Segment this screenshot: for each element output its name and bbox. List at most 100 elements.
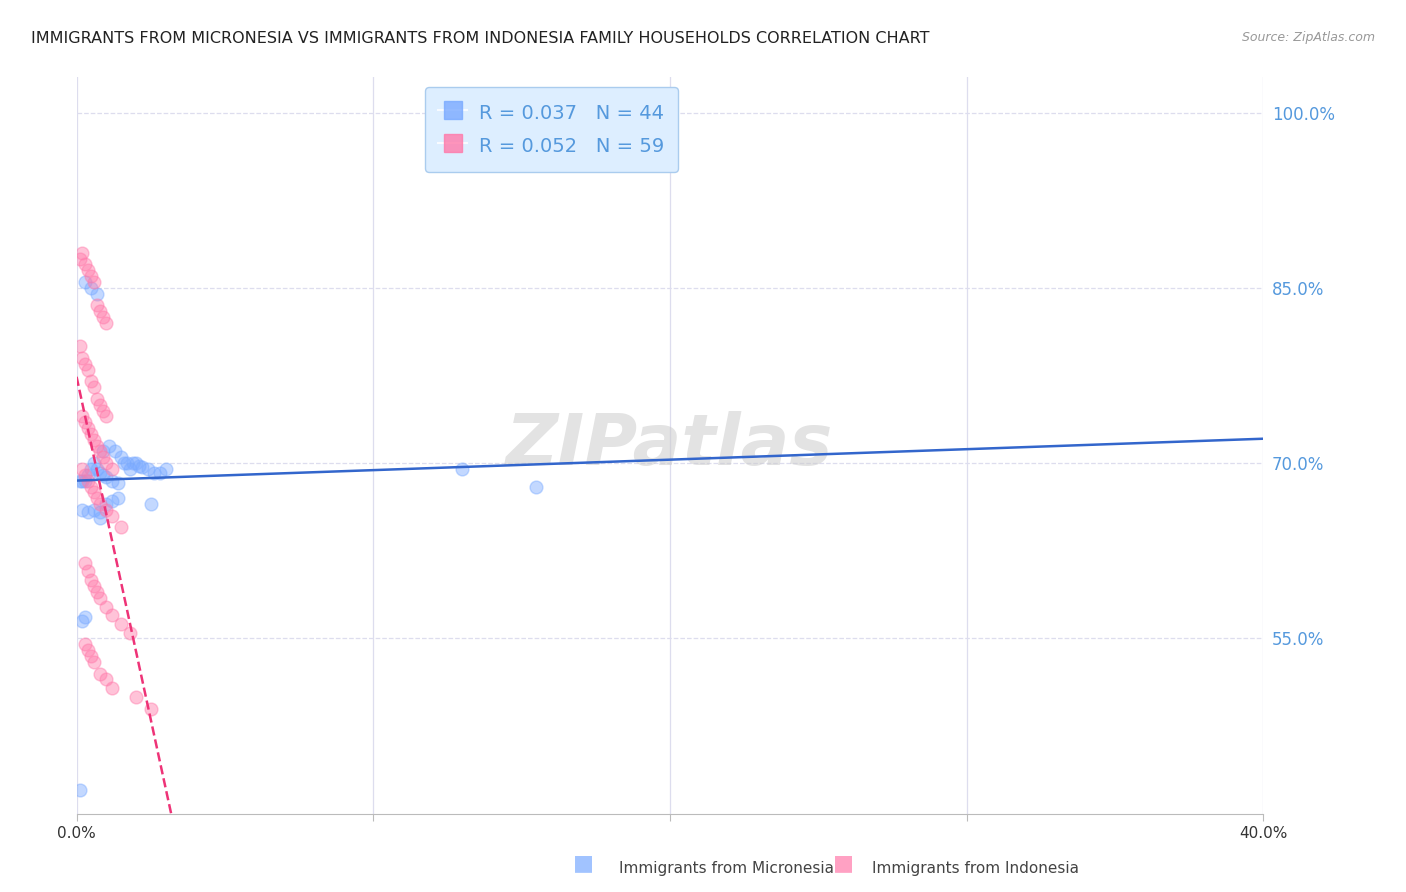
Point — [72, 614, 94, 628]
Point — [72, 503, 94, 517]
Point — [83, 579, 105, 593]
Point — [77, 474, 100, 488]
Point — [75, 415, 97, 429]
Point — [69, 474, 91, 488]
Point — [96, 409, 118, 424]
Text: Source: ZipAtlas.com: Source: ZipAtlas.com — [1241, 31, 1375, 45]
Point — [89, 591, 111, 605]
Point — [77, 564, 100, 578]
Point — [96, 316, 118, 330]
Point — [89, 666, 111, 681]
Point — [75, 275, 97, 289]
Point — [80, 281, 103, 295]
Point — [89, 497, 111, 511]
Point — [89, 511, 111, 525]
Point — [77, 421, 100, 435]
Point — [80, 375, 103, 389]
Point — [75, 257, 97, 271]
Point — [110, 450, 132, 465]
Point — [96, 673, 118, 687]
Point — [83, 485, 105, 500]
Point — [91, 403, 114, 417]
Point — [101, 462, 124, 476]
Point — [125, 456, 148, 470]
Point — [75, 357, 97, 371]
Point — [80, 426, 103, 441]
Point — [104, 444, 127, 458]
Point — [128, 458, 150, 473]
Point — [80, 573, 103, 587]
Point — [72, 409, 94, 424]
Text: IMMIGRANTS FROM MICRONESIA VS IMMIGRANTS FROM INDONESIA FAMILY HOUSEHOLDS CORREL: IMMIGRANTS FROM MICRONESIA VS IMMIGRANTS… — [31, 31, 929, 46]
Point — [69, 252, 91, 266]
Point — [72, 474, 94, 488]
Point — [75, 474, 97, 488]
Point — [69, 339, 91, 353]
Point — [89, 444, 111, 458]
Point — [118, 625, 141, 640]
Point — [96, 456, 118, 470]
Point — [89, 466, 111, 480]
Point — [96, 497, 118, 511]
Point — [69, 783, 91, 797]
Point — [91, 467, 114, 482]
Point — [110, 520, 132, 534]
Point — [86, 491, 108, 506]
Point — [98, 439, 121, 453]
Text: ■: ■ — [834, 854, 853, 873]
Point — [83, 380, 105, 394]
Point — [96, 470, 118, 484]
Point — [139, 497, 162, 511]
Point — [89, 398, 111, 412]
Point — [118, 462, 141, 476]
Point — [125, 690, 148, 704]
Text: ■: ■ — [574, 854, 593, 873]
Point — [80, 648, 103, 663]
Point — [107, 491, 129, 506]
Point — [89, 505, 111, 519]
Point — [91, 450, 114, 465]
Text: Immigrants from Micronesia: Immigrants from Micronesia — [619, 861, 834, 876]
Point — [86, 584, 108, 599]
Point — [77, 643, 100, 657]
Point — [142, 466, 165, 480]
Text: ZIPatlas: ZIPatlas — [506, 411, 834, 480]
Point — [83, 456, 105, 470]
Point — [86, 392, 108, 406]
Point — [139, 701, 162, 715]
Point — [75, 637, 97, 651]
Point — [115, 456, 138, 470]
Legend: R = 0.037   N = 44, R = 0.052   N = 59: R = 0.037 N = 44, R = 0.052 N = 59 — [425, 87, 678, 171]
Point — [149, 466, 172, 480]
Point — [77, 362, 100, 376]
Point — [96, 599, 118, 614]
Point — [89, 304, 111, 318]
Point — [91, 310, 114, 324]
Point — [107, 476, 129, 491]
Point — [526, 479, 548, 493]
Point — [86, 462, 108, 476]
Point — [83, 503, 105, 517]
Point — [83, 275, 105, 289]
Point — [77, 467, 100, 482]
Point — [101, 608, 124, 623]
Point — [136, 462, 159, 476]
Point — [75, 556, 97, 570]
Point — [86, 439, 108, 453]
Point — [112, 456, 135, 470]
Point — [83, 655, 105, 669]
Point — [83, 433, 105, 447]
Point — [101, 474, 124, 488]
Point — [75, 467, 97, 482]
Point — [80, 479, 103, 493]
Point — [101, 493, 124, 508]
Point — [110, 617, 132, 632]
Point — [86, 286, 108, 301]
Point — [101, 508, 124, 523]
Point — [451, 462, 474, 476]
Point — [80, 269, 103, 284]
Point — [72, 462, 94, 476]
Point — [80, 462, 103, 476]
Point — [72, 245, 94, 260]
Point — [122, 456, 145, 470]
